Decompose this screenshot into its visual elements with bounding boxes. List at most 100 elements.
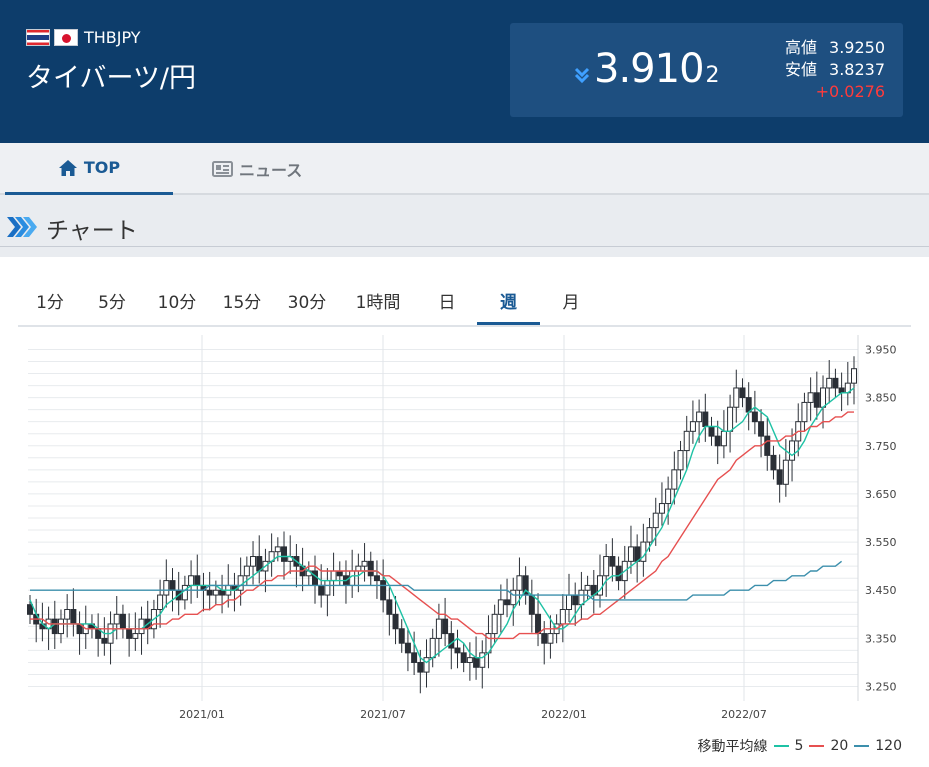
candle-body bbox=[163, 580, 170, 596]
candle-body bbox=[330, 570, 337, 582]
y-tick-label: 3.550 bbox=[865, 536, 897, 549]
candle-body bbox=[466, 657, 473, 663]
period-weekly[interactable]: 週 bbox=[477, 288, 540, 325]
period-1hour[interactable]: 1時間 bbox=[355, 293, 401, 313]
period-15min[interactable]: 15分 bbox=[222, 293, 262, 313]
candle-body bbox=[504, 599, 511, 606]
candle-body bbox=[473, 657, 480, 668]
candle-body bbox=[355, 565, 362, 572]
candle-body bbox=[101, 637, 108, 644]
chart-section-header: チャート bbox=[0, 197, 929, 247]
period-daily[interactable]: 日 bbox=[438, 293, 456, 313]
y-tick-label: 3.250 bbox=[865, 681, 897, 694]
pair-code: THBJPY bbox=[84, 28, 141, 47]
candle-body bbox=[373, 575, 380, 582]
candle-body bbox=[318, 584, 325, 596]
candle-body bbox=[714, 435, 721, 447]
candle-body bbox=[448, 633, 455, 649]
candle-body bbox=[720, 430, 727, 447]
high-label: 高値 bbox=[785, 38, 818, 57]
legend-ma120: 120 bbox=[875, 738, 902, 754]
y-tick-label: 3.850 bbox=[865, 392, 897, 405]
candle-body bbox=[801, 401, 808, 423]
currency-pair-flags: THBJPY bbox=[26, 28, 141, 47]
y-tick-label: 3.650 bbox=[865, 488, 897, 501]
candle-body bbox=[683, 430, 690, 452]
candle-body bbox=[27, 604, 33, 615]
period-1min[interactable]: 1分 bbox=[36, 293, 64, 313]
pair-name: タイバーツ/円 bbox=[26, 63, 197, 94]
price-panel: 3.9102 高値 3.9250 安値 3.8237 +0.0276 bbox=[510, 23, 903, 117]
candle-body bbox=[789, 440, 796, 461]
candle-body bbox=[671, 469, 678, 490]
ma-line-120 bbox=[30, 560, 843, 601]
candle-body bbox=[758, 421, 765, 437]
candle-body bbox=[138, 618, 145, 635]
price-small-digit: 2 bbox=[705, 63, 720, 88]
candle-body bbox=[243, 565, 250, 577]
period-30min[interactable]: 30分 bbox=[287, 293, 327, 313]
candle-body bbox=[429, 637, 436, 659]
candle-body bbox=[807, 392, 814, 403]
candle-body bbox=[776, 469, 783, 485]
candle-body bbox=[132, 633, 139, 639]
candle-body bbox=[349, 570, 356, 586]
legend-ma20: 20 bbox=[830, 738, 849, 754]
candle-body bbox=[70, 609, 77, 625]
candle-body bbox=[603, 556, 610, 577]
candle-body bbox=[113, 613, 120, 625]
thailand-flag-icon bbox=[26, 29, 50, 46]
candle-body bbox=[665, 488, 672, 505]
price-chart[interactable]: 3.950 3.850 3.750 3.650 3.550 3.450 3.350 3.250… bbox=[0, 331, 929, 726]
candle-body bbox=[157, 594, 164, 611]
x-tick-label: 2022/07 bbox=[721, 708, 767, 721]
candle-body bbox=[51, 618, 58, 635]
period-selector: 1分 5分 10分 15分 30分 1時間 日 週 月 bbox=[18, 274, 911, 327]
x-tick-label: 2021/07 bbox=[360, 708, 406, 721]
candle-body bbox=[411, 652, 418, 663]
candle-body bbox=[820, 387, 827, 408]
quote-header: THBJPY タイバーツ/円 3.9102 高値 3.9250 安値 3.8237 … bbox=[0, 0, 929, 143]
x-tick-label: 2022/01 bbox=[541, 708, 587, 721]
candle-body bbox=[386, 599, 393, 615]
period-10min[interactable]: 10分 bbox=[157, 293, 197, 313]
candle-body bbox=[566, 594, 573, 611]
current-price: 3.9102 bbox=[594, 46, 720, 92]
tab-top-label: TOP bbox=[83, 158, 121, 177]
candle-body bbox=[547, 633, 554, 644]
candle-body bbox=[832, 377, 839, 389]
y-tick-label: 3.350 bbox=[865, 632, 897, 645]
period-5min[interactable]: 5分 bbox=[98, 293, 126, 313]
candle-body bbox=[479, 652, 486, 668]
newspaper-icon bbox=[212, 161, 233, 177]
candle-body bbox=[535, 613, 542, 635]
candle-body bbox=[609, 556, 616, 567]
candle-body bbox=[398, 628, 405, 644]
candle-body bbox=[782, 459, 789, 485]
candle-body bbox=[727, 406, 734, 432]
double-chevron-down-icon bbox=[574, 67, 590, 84]
candle-body bbox=[826, 377, 833, 389]
candle-body bbox=[169, 580, 176, 591]
home-icon bbox=[58, 159, 77, 176]
candle-body bbox=[584, 584, 591, 591]
candle-body bbox=[361, 560, 368, 567]
candle-body bbox=[770, 454, 777, 471]
candle-body bbox=[751, 411, 758, 423]
tab-news[interactable]: ニュース bbox=[212, 143, 302, 195]
legend-ma5: 5 bbox=[794, 738, 804, 754]
page-tabs: TOP ニュース bbox=[0, 143, 929, 195]
candle-body bbox=[367, 560, 374, 577]
japan-flag-icon bbox=[54, 29, 78, 46]
candle-body bbox=[454, 647, 461, 654]
period-monthly[interactable]: 月 bbox=[562, 293, 580, 313]
candle-body bbox=[677, 450, 684, 471]
chart-card: 1分 5分 10分 15分 30分 1時間 日 週 月 bbox=[0, 257, 929, 767]
candle-body bbox=[696, 411, 703, 423]
candle-body bbox=[528, 594, 535, 615]
tab-top[interactable]: TOP bbox=[5, 143, 173, 195]
y-tick-label: 3.450 bbox=[865, 584, 897, 597]
candle-body bbox=[281, 546, 288, 562]
legend-ma120-swatch bbox=[854, 745, 870, 747]
candle-body bbox=[838, 387, 845, 394]
